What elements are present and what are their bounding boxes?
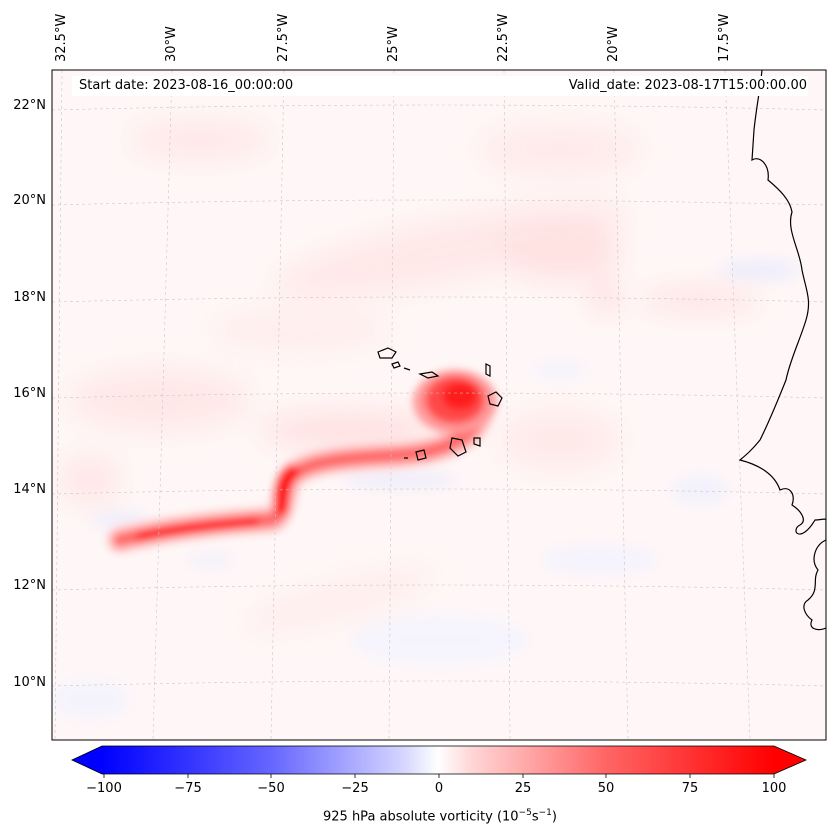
header-background bbox=[72, 76, 808, 96]
vorticity-field bbox=[52, 70, 826, 740]
colorbar-extend-max bbox=[774, 746, 806, 774]
lon-label-17-5w: 17.5°W bbox=[717, 13, 732, 62]
colorbar-ticks bbox=[103, 774, 775, 778]
lon-label-20w: 20°W bbox=[606, 26, 621, 62]
graticule bbox=[52, 70, 826, 740]
start-date: Start date: 2023-08-16_00:00:00 bbox=[79, 78, 294, 93]
lat-label-22n: 22°N bbox=[13, 98, 46, 113]
lon-label-27-5w: 27.5°W bbox=[276, 13, 291, 62]
lon-label-22-5w: 22.5°W bbox=[496, 13, 511, 62]
lat-label-10n: 10°N bbox=[13, 675, 46, 690]
map-frame bbox=[51, 69, 827, 741]
lon-label-30w: 30°W bbox=[164, 26, 179, 62]
africa-coastline bbox=[738, 70, 826, 631]
colorbar-label: 925 hPa absolute vorticity (10−5s−1) bbox=[323, 808, 557, 825]
lat-label-12n: 12°N bbox=[13, 578, 46, 593]
colorbar-tick-label: 75 bbox=[681, 781, 699, 796]
lat-label-18n: 18°N bbox=[13, 290, 46, 305]
colorbar-tick-label: 0 bbox=[434, 781, 444, 796]
colorbar-tick-label: −25 bbox=[341, 781, 369, 796]
cape-verde-islands bbox=[377, 347, 503, 461]
colorbar-tick-label: 100 bbox=[761, 781, 787, 796]
valid-date: Valid_date: 2023-08-17T15:00:00.00 bbox=[568, 78, 807, 93]
lon-label-32-5w: 32.5°W bbox=[54, 13, 69, 62]
colorbar bbox=[71, 745, 807, 778]
lat-label-14n: 14°N bbox=[13, 482, 46, 497]
colorbar-gradient bbox=[102, 746, 774, 774]
colorbar-tick-label: −50 bbox=[257, 781, 285, 796]
colorbar-tick-label: −100 bbox=[86, 781, 122, 796]
colorbar-tick-label: 50 bbox=[597, 781, 615, 796]
colorbar-tick-label: 25 bbox=[514, 781, 532, 796]
lon-label-25w: 25°W bbox=[386, 26, 401, 62]
colorbar-extend-min bbox=[72, 746, 102, 774]
lat-label-20n: 20°N bbox=[13, 193, 46, 208]
lat-label-16n: 16°N bbox=[13, 386, 46, 401]
colorbar-tick-label: −75 bbox=[174, 781, 202, 796]
